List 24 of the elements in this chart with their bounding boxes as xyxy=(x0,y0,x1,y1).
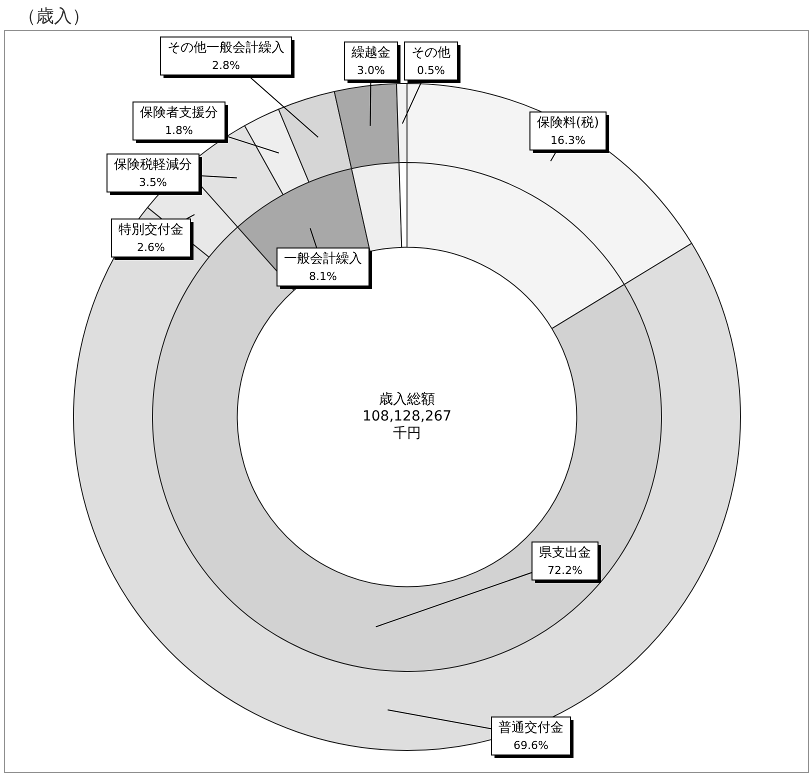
slice-label: 保険者支援分 xyxy=(140,105,218,120)
data-label: 0.5% xyxy=(417,64,445,77)
slice-label: 一般会計繰入 xyxy=(284,251,362,266)
slice-label: 繰越金 xyxy=(350,45,390,60)
data-label: 72.2% xyxy=(548,564,582,577)
text: 108,128,267 xyxy=(362,408,452,425)
text: 歳入総額 xyxy=(379,392,435,408)
slice-label: その他 xyxy=(412,45,450,60)
slice-label: 普通交付金 xyxy=(498,719,564,736)
slice-label: 保険税軽減分 xyxy=(114,157,192,172)
slice-label: 県支出金 xyxy=(539,545,591,560)
data-label: 3.5% xyxy=(139,176,167,189)
data-label: 3.0% xyxy=(357,64,385,77)
data-label: 2.8% xyxy=(212,58,240,72)
data-label: 8.1% xyxy=(309,270,337,283)
slice-label: その他一般会計繰入 xyxy=(168,40,284,56)
data-label: 16.3% xyxy=(550,134,586,147)
data-label: 69.6% xyxy=(514,738,548,752)
data-label: 1.8% xyxy=(165,124,193,137)
slice-label: 特別交付金 xyxy=(118,221,184,238)
chart-title: （歳入） xyxy=(18,5,90,28)
data-label: 2.6% xyxy=(137,240,165,254)
text: 千円 xyxy=(393,426,421,442)
slice-label: 保険料(税) xyxy=(536,115,600,130)
